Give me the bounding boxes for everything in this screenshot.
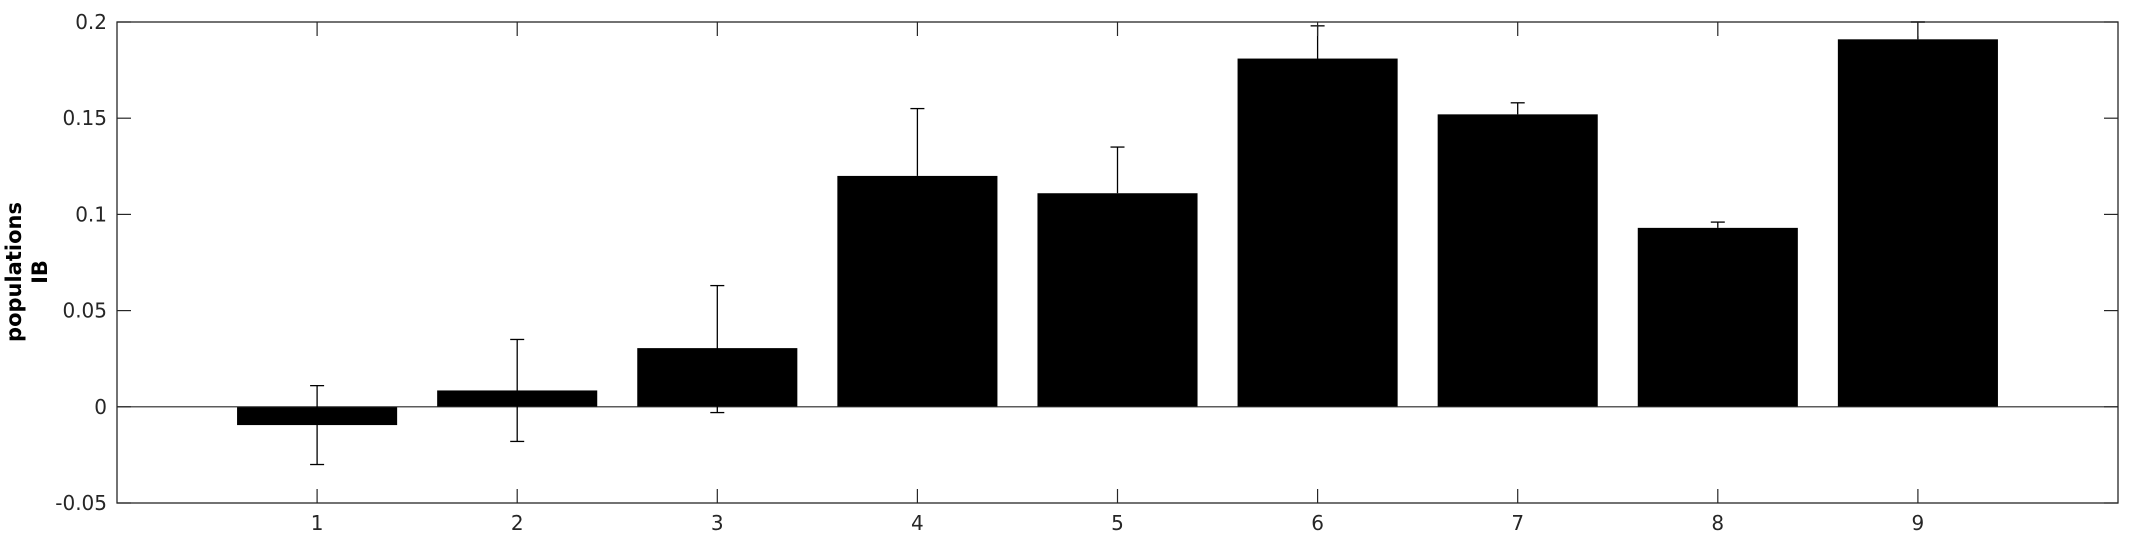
y-tick-label: 0.2 (75, 10, 107, 34)
x-tick-label-5: 5 (1111, 511, 1124, 533)
error-bar-7 (1510, 102, 1525, 115)
x-tick-label-4: 4 (911, 511, 924, 533)
bar-6 (1237, 58, 1398, 407)
plot-area: -0.05 0 0.05 0.1 0.15 0.2 1 2 3 4 5 6 7 8 9 (55, 10, 2119, 533)
y-tick-label: 0.05 (62, 299, 107, 323)
error-bar-3 (710, 284, 725, 414)
error-bar-2 (510, 338, 525, 443)
bar-5 (1037, 193, 1198, 407)
y-tick-label: 0.15 (62, 106, 107, 130)
x-tick-label-2: 2 (511, 511, 524, 533)
y-tick-label: 0 (94, 395, 107, 419)
x-tick-label-6: 6 (1311, 511, 1324, 533)
error-bar-8 (1710, 221, 1725, 228)
y-axis-title-line-2: IB (28, 260, 52, 284)
x-tick-label-8: 8 (1711, 511, 1724, 533)
bar-4 (837, 175, 998, 407)
x-tick-label-3: 3 (711, 511, 724, 533)
error-bar-1 (310, 384, 325, 466)
error-bar-4 (910, 107, 925, 176)
x-tick-label-1: 1 (311, 511, 324, 533)
bar-8 (1637, 227, 1798, 407)
error-bar-5 (1110, 146, 1125, 194)
bar-9 (1837, 39, 1998, 407)
x-tick-label-7: 7 (1511, 511, 1524, 533)
x-tick-label-9: 9 (1912, 511, 1925, 533)
y-axis-title: populations IB (2, 202, 52, 342)
y-axis-title-line-1: populations (2, 202, 26, 342)
bar-7 (1437, 114, 1598, 407)
y-tick-label: -0.05 (55, 491, 107, 515)
y-tick-label: 0.1 (75, 202, 107, 226)
